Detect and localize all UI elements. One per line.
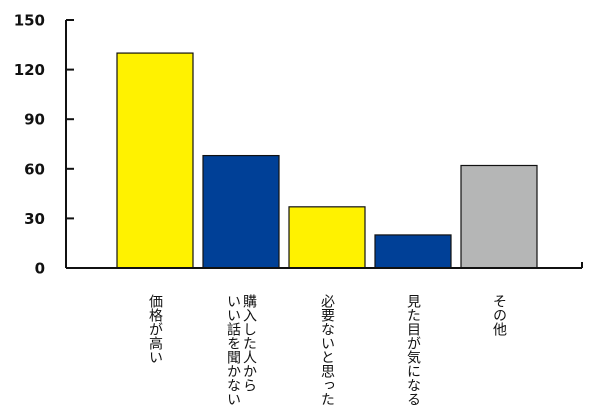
category-label-line: 必要ないと思った (319, 294, 335, 406)
category-label-line: 購入した人から (241, 294, 257, 392)
bar (460, 164, 538, 269)
category-label: その他 (491, 294, 507, 337)
category-label-line: 見た目が気になる (405, 294, 421, 406)
category-label: 必要ないと思った (319, 294, 335, 406)
y-tick-label: 30 (24, 210, 45, 228)
bar (116, 52, 194, 269)
y-tick-label: 90 (24, 111, 45, 129)
category-label-line: 価格が高い (147, 294, 163, 364)
bar (202, 154, 280, 269)
bar (288, 206, 366, 269)
y-tick-label: 120 (14, 61, 45, 79)
category-label-line: いい話を聞かない (225, 294, 241, 406)
bars (116, 52, 538, 269)
y-tick-label: 60 (24, 160, 45, 178)
y-tick-label: 0 (35, 260, 45, 278)
y-tick-label: 150 (14, 12, 45, 30)
category-label: 見た目が気になる (405, 294, 421, 406)
category-label-line: その他 (491, 294, 507, 337)
x-axis (66, 262, 583, 269)
bar (374, 234, 452, 269)
y-axis: 0 30 60 90 120 150 (14, 12, 74, 278)
category-label: 価格が高い (147, 294, 163, 364)
